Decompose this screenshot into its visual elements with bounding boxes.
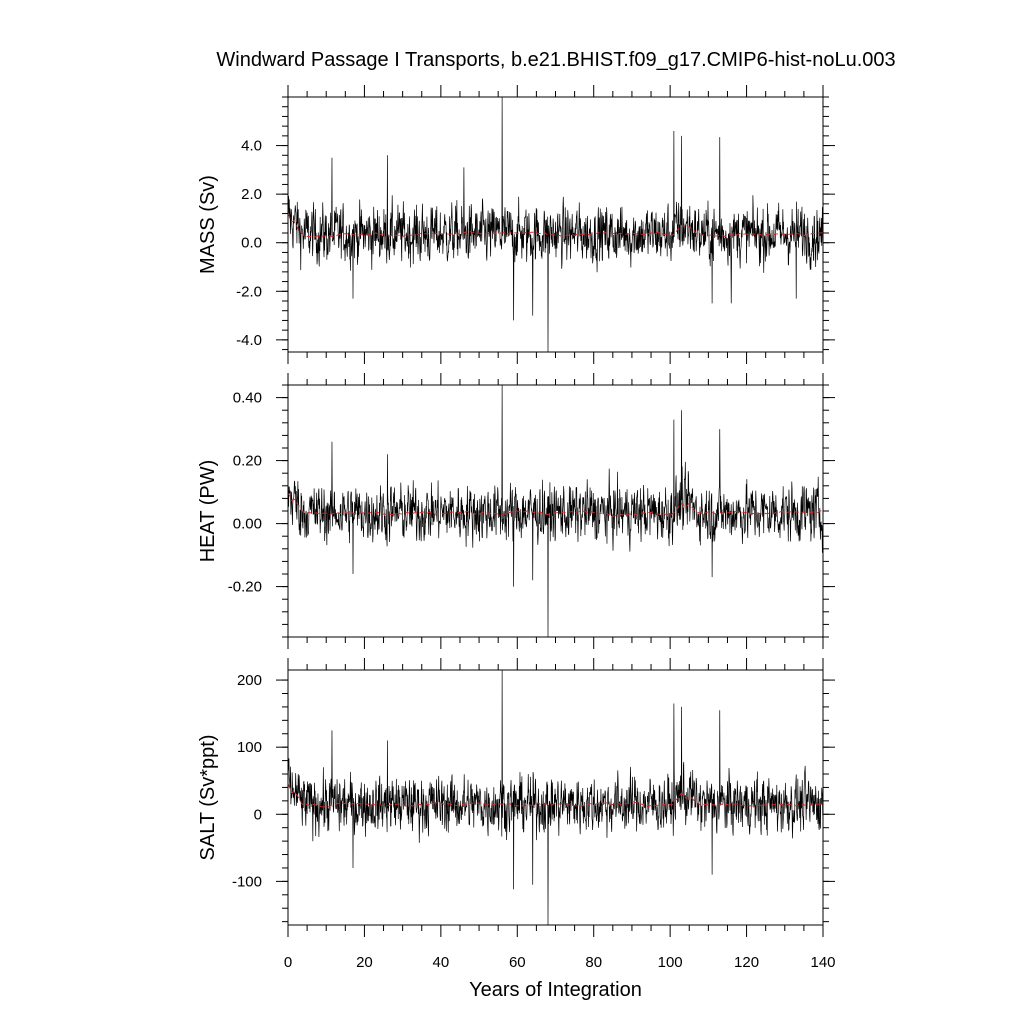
y-tick-label: 0.20: [233, 453, 262, 470]
series-raw-line: [288, 385, 823, 637]
series-raw-line: [288, 97, 823, 352]
y-axis-label: MASS (Sv): [197, 175, 219, 274]
y-tick-label: 0: [254, 806, 262, 823]
panel-0: 4.0 2.0 0.0 -2.0 -4.0 MASS (Sv): [197, 85, 835, 364]
y-tick-label: 200: [237, 672, 262, 689]
x-tick-label: 40: [433, 954, 450, 971]
y-tick-label: -100: [232, 873, 262, 890]
x-tick-label: 0: [284, 954, 292, 971]
y-tick-label: 4.0: [241, 138, 262, 155]
y-tick-label: 0.0: [241, 235, 262, 252]
y-tick-label: 0.40: [233, 390, 262, 407]
panel-2: 200 100 0 -100 SALT (Sv*ppt) 0 20 40 60 80 100 120 1…: [197, 658, 836, 1001]
x-tick-label: 20: [356, 954, 373, 971]
series-raw-line: [288, 670, 823, 925]
y-tick-label: 2.0: [241, 186, 262, 203]
series-smoothed-line: [288, 783, 823, 808]
x-tick-label: 120: [734, 954, 759, 971]
x-tick-label: 80: [585, 954, 602, 971]
y-tick-label: -0.20: [228, 579, 262, 596]
y-axis-label: HEAT (PW): [197, 460, 219, 563]
y-tick-label: -4.0: [236, 332, 262, 349]
panel-1: 0.40 0.20 0.00 -0.20 HEAT (PW): [197, 373, 835, 649]
x-tick-label: 60: [509, 954, 526, 971]
y-axis-label: SALT (Sv*ppt): [197, 735, 219, 861]
series-smoothed-line: [288, 492, 823, 517]
y-tick-label: 100: [237, 739, 262, 756]
y-tick-label: 0.00: [233, 516, 262, 533]
chart-title: Windward Passage I Transports, b.e21.BHI…: [216, 49, 895, 71]
x-tick-label: 100: [658, 954, 683, 971]
series-smoothed-line: [288, 213, 823, 238]
x-axis-label: Years of Integration: [469, 979, 642, 1001]
y-tick-label: -2.0: [236, 283, 262, 300]
x-tick-label: 140: [810, 954, 835, 971]
